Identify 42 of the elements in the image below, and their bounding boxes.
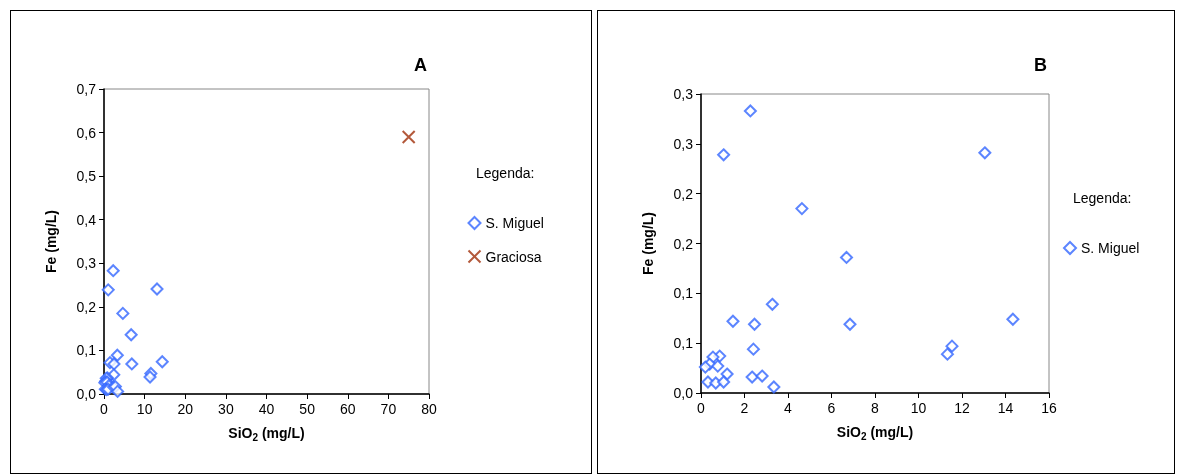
x-tick-label: 80 [421,401,437,417]
chart-title: A [414,55,427,75]
x-tick-label: 10 [910,400,927,416]
y-tick-label: 0,7 [76,81,97,97]
y-tick-label: 0,1 [673,285,694,302]
x-tick-label: 20 [177,401,194,417]
x-tick-label: 4 [784,400,793,416]
y-tick-label: 0,1 [673,335,694,352]
y-tick-label: 0,3 [673,86,694,102]
y-tick-label: 0,2 [673,235,694,252]
x-tick-label: 10 [136,401,153,417]
x-tick-label: 8 [871,400,880,416]
x-tick-label: 2 [740,400,749,416]
y-tick-label: 0,6 [76,124,97,141]
y-tick-label: 0,3 [76,255,97,272]
x-tick-label: 60 [339,401,356,417]
y-tick-label: 0,1 [76,342,97,359]
y-tick-label: 0,0 [76,386,97,402]
x-tick-label: 14 [997,400,1014,416]
y-axis-title: Fe (mg/L) [43,210,59,273]
x-tick-label: 70 [380,401,397,417]
y-tick-label: 0,2 [673,185,694,202]
x-tick-label: 6 [827,400,836,416]
y-tick-label: 0,0 [673,385,694,401]
legend-label: Graciosa [485,248,542,265]
x-tick-label: 0 [100,401,109,417]
y-tick-label: 0,4 [76,211,97,228]
y-tick-label: 0,5 [76,168,97,185]
chart-title: B [1034,55,1047,75]
x-tick-label: 30 [218,401,234,417]
x-tick-label: 12 [954,400,970,416]
legend-title: Legenda: [1073,190,1132,206]
legend-title: Legenda: [476,165,535,181]
x-tick-label: 40 [258,401,275,417]
legend-label: S. Miguel [485,215,544,231]
x-tick-label: 50 [299,401,316,417]
y-tick-label: 0,2 [76,298,97,315]
x-tick-label: 16 [1041,400,1057,416]
y-tick-label: 0,3 [673,135,694,152]
legend-label: S. Miguel [1081,240,1140,256]
x-tick-label: 0 [697,400,706,416]
y-axis-title: Fe (mg/L) [640,212,656,275]
